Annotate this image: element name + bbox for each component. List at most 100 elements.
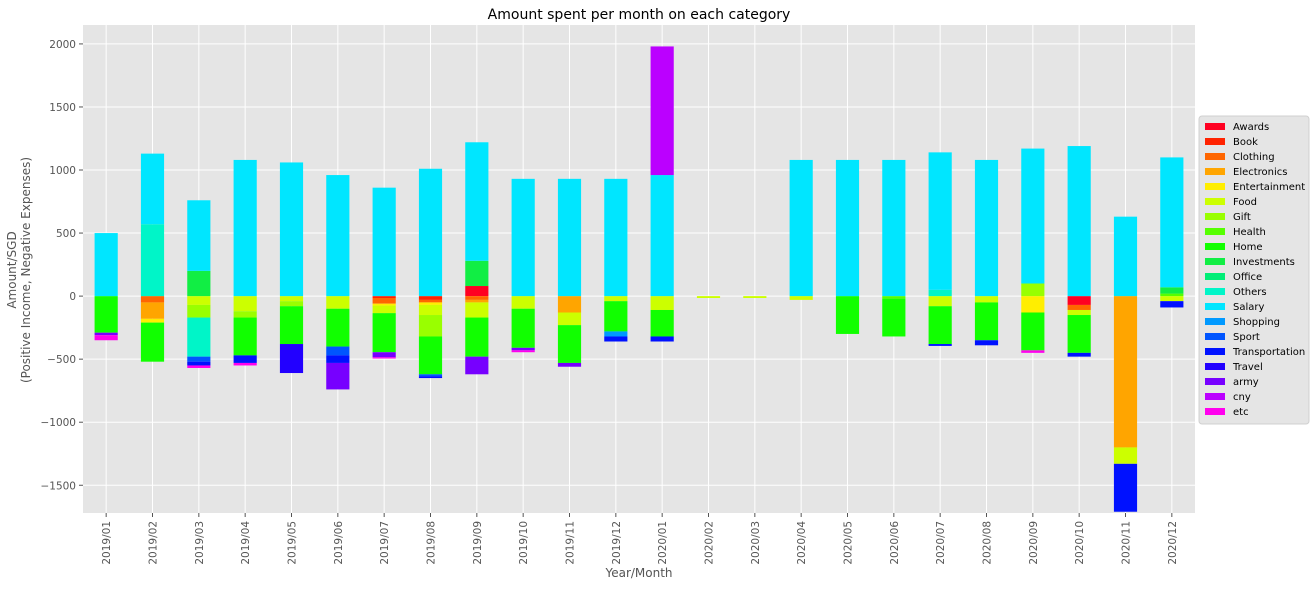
bar-2020-11-transportation: [1113, 463, 1138, 512]
bar-2019-11-salary: [557, 178, 582, 297]
legend-label-awards: Awards: [1233, 122, 1269, 133]
bar-2020-06-salary: [882, 159, 906, 297]
bar-2019-02-electronics: [140, 302, 165, 319]
bar-2020-08-food: [974, 296, 999, 303]
bar-2020-06-home: [882, 298, 906, 337]
legend-label-shopping: Shopping: [1233, 317, 1280, 328]
legend-swatch-salary: [1205, 303, 1225, 310]
bar-2020-12-investments: [1160, 287, 1184, 294]
x-tick-label-2020-04: 2020/04: [796, 521, 808, 565]
legend-swatch-transportation: [1205, 348, 1225, 355]
bar-2019-05-food: [279, 296, 304, 302]
bar-2019-01-army: [94, 332, 118, 336]
bar-2019-09-clothing: [465, 296, 489, 300]
x-tick-label-2019-03: 2019/03: [194, 521, 206, 565]
bar-2019-03-others: [187, 317, 211, 357]
bar-2020-01-transportation: [650, 336, 674, 342]
bar-2019-07-home: [372, 313, 396, 353]
legend-label-travel: Travel: [1232, 362, 1263, 373]
bar-2019-08-book: [418, 296, 443, 300]
bar-2019-06-transportation: [326, 355, 350, 363]
bar-2019-08-salary: [418, 168, 443, 297]
y-tick-label-5: 1000: [49, 165, 76, 177]
bar-2019-07-army: [372, 352, 396, 358]
bar-2020-09-home: [1021, 312, 1045, 351]
legend-swatch-gift: [1205, 213, 1225, 220]
legend-swatch-home: [1205, 243, 1225, 250]
bar-2020-10-awards: [1067, 296, 1091, 305]
legend-label-office: Office: [1233, 272, 1262, 283]
bar-2020-04-food: [789, 296, 813, 300]
legend-label-cny: cny: [1233, 392, 1251, 403]
bar-2019-10-food: [511, 296, 535, 309]
y-axis-label-line-1: Amount/SGD: [5, 231, 19, 308]
bar-2019-08-clothing: [418, 299, 443, 303]
bar-2019-09-food: [465, 302, 489, 318]
bar-2019-04-food: [233, 296, 257, 312]
y-tick-label-3: 0: [69, 291, 76, 303]
bar-2019-11-electronics: [557, 296, 582, 313]
bar-2019-04-transportation: [233, 355, 257, 363]
bar-2019-07-etc: [372, 357, 396, 359]
bar-2019-04-salary: [233, 159, 257, 297]
bar-2020-06-health: [882, 296, 906, 299]
bar-2020-11-electronics: [1113, 296, 1138, 448]
legend-swatch-shopping: [1205, 318, 1225, 325]
bar-2019-02-entertainment: [140, 318, 165, 323]
x-tick-label-2019-04: 2019/04: [240, 521, 252, 565]
bar-2019-07-food: [372, 305, 396, 314]
bar-2019-12-salary: [604, 178, 628, 297]
legend: Awards Book Clothing Electronics Entertainme…: [1198, 115, 1310, 425]
bar-2019-08-transportation: [418, 376, 443, 379]
bar-2019-09-army: [465, 356, 489, 375]
bar-2019-03-transportation: [187, 361, 211, 366]
x-tick-label-2020-01: 2020/01: [657, 521, 669, 565]
bar-2019-06-home: [326, 308, 350, 347]
bar-2020-07-home: [928, 306, 952, 345]
bar-2019-12-shopping: [604, 331, 628, 337]
bar-2019-04-gift: [233, 311, 257, 318]
x-tick-label-2020-03: 2020/03: [750, 521, 762, 565]
bar-2020-12-salary: [1160, 157, 1184, 288]
bar-2019-06-sport: [326, 346, 350, 356]
x-tick-label-2019-02: 2019/02: [148, 521, 160, 565]
bar-2019-10-etc: [511, 350, 535, 353]
bar-2020-01-salary: [650, 175, 674, 297]
bar-2020-08-home: [974, 302, 999, 341]
legend-swatch-office: [1205, 273, 1225, 280]
x-axis-ticks: 2019/01 2019/02 2019/03 2019/04 2019/05 2019/…: [101, 513, 1179, 565]
bar-2020-07-food: [928, 296, 952, 307]
bar-2019-04-home: [233, 317, 257, 356]
x-tick-label-2020-05: 2020/05: [843, 521, 855, 565]
x-tick-label-2019-01: 2019/01: [101, 521, 113, 565]
bar-2020-11-food: [1113, 447, 1138, 464]
legend-label-food: Food: [1233, 197, 1257, 208]
bar-2020-10-clothing: [1067, 304, 1091, 310]
bar-2019-11-food: [557, 312, 582, 326]
bar-2019-11-home: [557, 325, 582, 363]
legend-swatch-etc: [1205, 408, 1225, 415]
x-tick-label-2019-10: 2019/10: [518, 521, 530, 565]
bar-2020-12-health: [1160, 293, 1184, 297]
bar-2020-05-salary: [835, 159, 860, 297]
bar-2019-01-etc: [94, 335, 118, 341]
bar-2020-09-gift: [1021, 283, 1045, 297]
bar-2019-07-book: [372, 296, 396, 299]
legend-label-electronics: Electronics: [1233, 167, 1288, 178]
legend-swatch-investments: [1205, 258, 1225, 265]
x-tick-label-2019-12: 2019/12: [611, 521, 623, 565]
bar-2019-05-gift: [279, 301, 304, 307]
x-tick-label-2019-08: 2019/08: [426, 521, 438, 565]
bar-2019-02-others: [140, 224, 165, 297]
bar-2019-03-etc: [187, 365, 211, 368]
legend-label-health: Health: [1233, 227, 1266, 238]
bar-2020-08-transportation: [974, 340, 999, 346]
x-tick-label-2019-09: 2019/09: [472, 521, 484, 565]
y-axis-label: Amount/SGD (Positive Income, Negative Ex…: [5, 157, 33, 383]
bar-2020-08-salary: [974, 159, 999, 297]
bar-2019-09-awards: [465, 286, 489, 297]
bar-2020-10-home: [1067, 315, 1091, 353]
bar-2020-09-etc: [1021, 350, 1045, 353]
